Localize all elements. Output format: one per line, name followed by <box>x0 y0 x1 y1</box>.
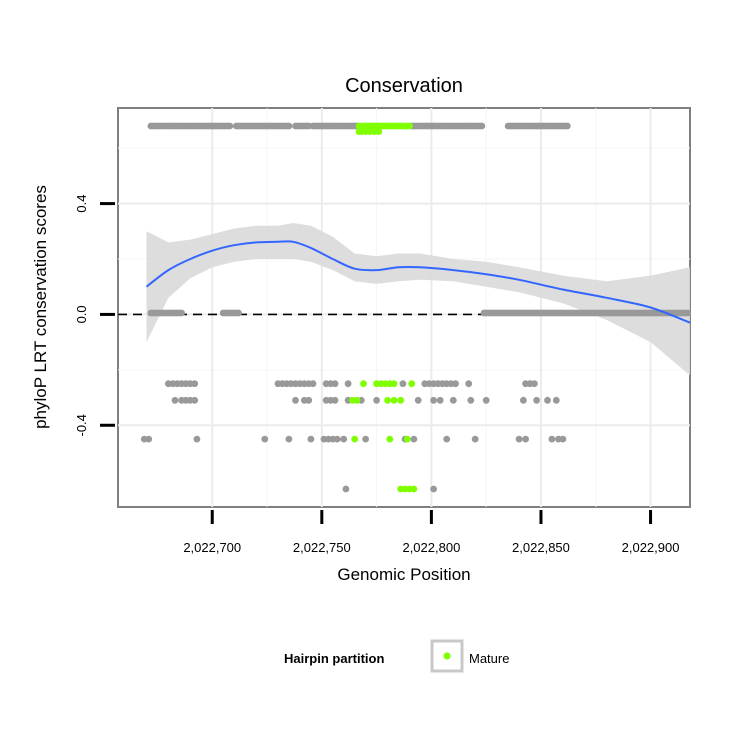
data-point-mature <box>403 435 411 443</box>
data-point <box>226 122 234 130</box>
data-point <box>452 380 459 388</box>
legend-label-mature: Mature <box>469 651 509 666</box>
data-point-mature <box>390 396 398 404</box>
data-point <box>178 309 186 317</box>
data-point-mature <box>386 435 394 443</box>
data-point-mature <box>406 122 413 130</box>
y-axis: -0.4 0.0 0.4 <box>74 195 115 437</box>
legend-title: Hairpin partition <box>284 651 384 666</box>
data-point <box>467 396 475 404</box>
x-tick-label: 2,022,800 <box>402 540 460 555</box>
data-point <box>261 435 269 443</box>
data-point <box>515 435 523 443</box>
x-tick-label: 2,022,750 <box>293 540 351 555</box>
data-point <box>443 435 451 443</box>
y-tick-label: 0.4 <box>74 195 89 213</box>
data-point <box>331 380 339 388</box>
data-point-mature <box>390 380 398 388</box>
data-point <box>533 396 540 404</box>
data-point <box>449 396 457 404</box>
data-point <box>544 396 551 404</box>
data-point-mature <box>360 380 367 388</box>
data-point <box>285 122 293 130</box>
data-point-mature <box>384 396 391 404</box>
points-layer <box>140 122 692 493</box>
data-point <box>430 396 437 404</box>
data-point <box>305 396 313 404</box>
smooth-band-layer <box>146 223 690 376</box>
x-axis-title: Genomic Position <box>337 565 470 584</box>
x-axis: 2,022,700 2,022,750 2,022,800 2,022,850 2,02… <box>183 510 679 555</box>
data-point <box>235 309 242 317</box>
x-tick-label: 2,022,900 <box>622 540 680 555</box>
smooth-line-layer <box>145 240 691 324</box>
y-axis-title: phyloP LRT conservation scores <box>31 185 50 429</box>
data-point-mature <box>351 435 359 443</box>
data-point <box>563 122 571 130</box>
data-point-mature <box>408 380 416 388</box>
data-point <box>307 435 315 443</box>
data-point <box>331 396 339 404</box>
y-tick-label: -0.4 <box>74 414 89 436</box>
data-point <box>430 485 437 493</box>
legend: Hairpin partition Mature <box>284 639 509 673</box>
data-point <box>471 435 479 443</box>
data-point <box>436 396 444 404</box>
data-point <box>478 122 486 130</box>
data-point <box>399 380 407 388</box>
legend-mature-marker <box>443 652 451 660</box>
data-point <box>552 396 560 404</box>
data-point <box>520 396 527 404</box>
data-point-mature <box>375 128 383 136</box>
data-point <box>548 435 556 443</box>
x-tick-label: 2,022,700 <box>183 540 241 555</box>
y-tick-label: 0.0 <box>74 305 89 323</box>
smooth-confidence-band <box>146 223 690 376</box>
data-point <box>362 435 369 443</box>
data-point <box>465 380 473 388</box>
data-point <box>482 396 490 404</box>
data-point <box>193 435 201 443</box>
data-point <box>342 485 350 493</box>
data-point-mature <box>410 485 418 493</box>
data-point <box>285 435 293 443</box>
data-point-mature <box>397 396 405 404</box>
x-tick-label: 2,022,850 <box>512 540 570 555</box>
data-point <box>684 309 692 317</box>
smooth-fit-line <box>145 240 691 324</box>
data-point <box>340 435 348 443</box>
data-point-mature <box>353 396 361 404</box>
data-point <box>171 396 179 404</box>
data-point <box>410 435 418 443</box>
data-point <box>292 396 299 404</box>
data-point <box>344 380 352 388</box>
data-point <box>559 435 567 443</box>
data-point <box>309 380 317 388</box>
data-point <box>414 396 422 404</box>
data-point <box>145 435 153 443</box>
data-point <box>531 380 538 388</box>
chart-title: Conservation <box>345 75 463 97</box>
plot-panel <box>117 107 692 508</box>
data-point <box>333 435 341 443</box>
data-point <box>373 396 380 404</box>
data-point <box>191 380 199 388</box>
data-point <box>522 435 529 443</box>
data-point <box>191 396 199 404</box>
